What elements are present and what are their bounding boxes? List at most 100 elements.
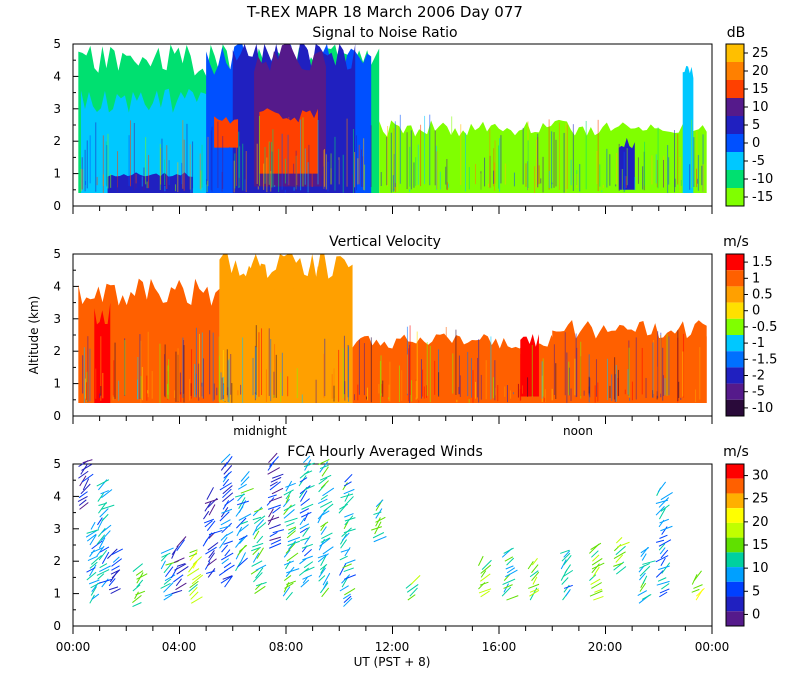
wind-barb: [204, 520, 213, 528]
wind-barb: [255, 567, 264, 579]
wind-barb: [219, 536, 228, 549]
panel3-title: FCA Hourly Averaged Winds: [287, 444, 483, 460]
wind-barb: [223, 465, 233, 475]
wind-barb: [173, 574, 184, 583]
wind-barb: [176, 565, 189, 575]
wind-barb: [529, 588, 540, 593]
wind-barb: [323, 503, 334, 512]
colorbar-label: 25: [752, 46, 769, 61]
wind-barb: [506, 595, 519, 601]
x-tick-label: 00:00: [56, 640, 91, 654]
wind-barb: [224, 498, 235, 506]
wind-barb: [221, 508, 233, 514]
wind-barb: [321, 532, 333, 539]
colorbar-swatch: [726, 611, 744, 626]
wind-barb: [283, 549, 291, 558]
wind-barb: [220, 462, 228, 471]
y-tick-label: 3: [53, 102, 61, 116]
wind-barb: [660, 549, 669, 559]
wind-barb: [286, 530, 296, 539]
wind-barb: [100, 504, 115, 510]
wind-barb: [272, 473, 284, 479]
wind-barb: [224, 575, 233, 588]
wind-barb: [268, 452, 278, 464]
wind-barb: [344, 515, 354, 526]
wind-barb: [593, 595, 604, 601]
panel3-unit: m/s: [723, 444, 749, 460]
wind-barb: [222, 488, 232, 499]
wind-barb: [203, 518, 214, 524]
wind-barb: [283, 560, 295, 566]
wind-barb: [339, 585, 349, 592]
wind-barb: [188, 553, 198, 558]
wind-barb: [563, 550, 571, 558]
wind-barb: [206, 487, 214, 500]
winds-panel: 0 1 2 3 4 5: [53, 452, 713, 634]
wind-barb: [319, 464, 329, 470]
colorbar-swatch: [726, 351, 744, 368]
wind-barb: [284, 517, 298, 523]
x-tick-label: 16:00: [482, 640, 517, 654]
wind-barb: [527, 561, 534, 570]
wind-barb: [134, 591, 139, 600]
wind-barb: [338, 505, 346, 514]
wind-barb: [343, 597, 353, 607]
colorbar-label: -1: [752, 336, 765, 351]
wind-barb: [85, 529, 98, 538]
wind-barb: [208, 550, 215, 559]
wind-barb: [615, 537, 623, 544]
wind-barb: [344, 547, 351, 557]
wind-barb: [696, 587, 705, 597]
wind-barb: [252, 516, 262, 521]
wind-barb: [78, 491, 88, 499]
wind-barb: [223, 564, 235, 572]
wind-barb: [615, 545, 626, 556]
wind-barb: [318, 567, 326, 578]
colorbar-swatch: [726, 552, 744, 568]
wind-barb: [256, 535, 264, 544]
wind-barb: [176, 539, 185, 552]
y-tick-label: 2: [53, 344, 61, 358]
wind-barb: [221, 544, 229, 553]
wind-barb: [319, 474, 332, 481]
y-tick-label: 1: [53, 377, 61, 391]
wind-barb: [340, 548, 350, 553]
wind-barb: [269, 456, 279, 467]
wind-barb: [661, 526, 668, 535]
wind-barb: [132, 584, 141, 592]
wind-barb: [97, 573, 105, 580]
wind-barb: [341, 532, 350, 541]
colorbar-label: 0: [752, 304, 760, 319]
wind-barb: [86, 529, 100, 534]
wind-barb: [590, 578, 601, 585]
wind-barb: [592, 554, 600, 562]
wind-barb: [594, 588, 603, 593]
wind-barb: [659, 534, 668, 539]
wind-barb: [655, 570, 664, 578]
heatmap-region: [232, 262, 326, 397]
colorbar-label: 0: [752, 136, 760, 151]
colorbar-label: 1.5: [752, 255, 773, 270]
colorbar-label: 5: [752, 118, 760, 133]
wind-barb: [298, 567, 310, 576]
wind-barb: [110, 569, 120, 575]
wind-barb: [299, 527, 308, 534]
wind-barb: [502, 578, 516, 585]
wind-barb: [98, 537, 106, 549]
wind-barb: [479, 581, 489, 586]
wind-barb: [372, 532, 385, 539]
midnight-label: midnight: [233, 424, 287, 438]
wind-barb: [303, 470, 313, 475]
wind-barb: [267, 516, 280, 522]
wind-barb: [320, 480, 329, 489]
panel2-title: Vertical Velocity: [329, 234, 441, 250]
wind-barb: [163, 594, 173, 601]
wind-barb: [655, 539, 665, 543]
wind-barb: [101, 489, 113, 499]
wind-barb: [253, 530, 260, 540]
wind-barb: [561, 577, 569, 585]
y-tick-label: 2: [53, 134, 61, 148]
wind-barb: [240, 476, 250, 486]
wind-barb: [304, 566, 315, 573]
noon-label: noon: [563, 424, 593, 438]
